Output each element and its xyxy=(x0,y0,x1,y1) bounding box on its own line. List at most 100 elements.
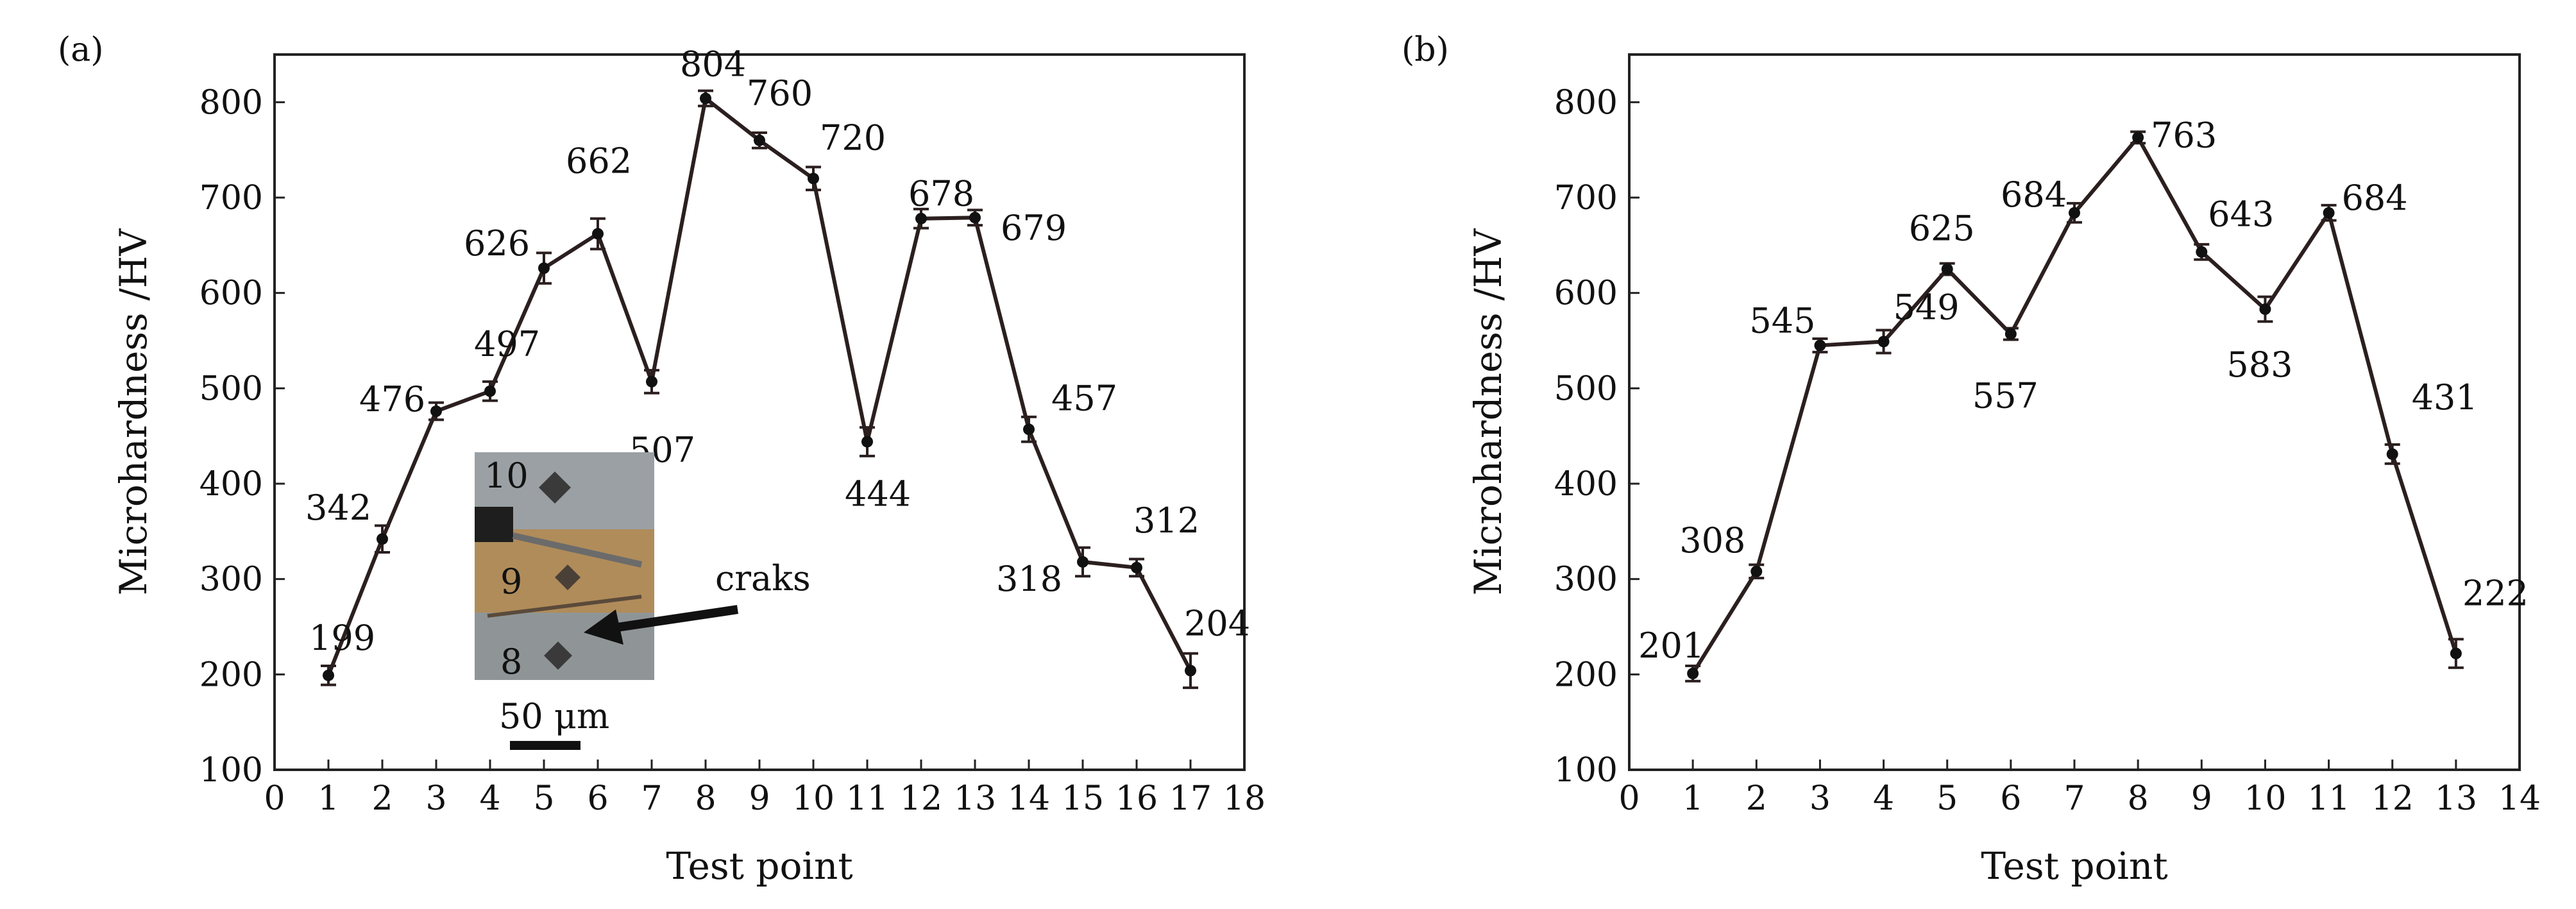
data-label: 583 xyxy=(2226,344,2292,385)
x-tick-label: 2 xyxy=(371,779,393,818)
indent-mark-10 xyxy=(539,471,571,504)
x-tick-label: 11 xyxy=(846,779,888,818)
data-label: 199 xyxy=(309,618,375,658)
y-axis-title: Microhardness /HV xyxy=(112,228,155,596)
data-point xyxy=(700,92,711,105)
x-tick-label: 5 xyxy=(533,779,554,818)
data-label: 222 xyxy=(2462,573,2529,614)
y-tick-label: 200 xyxy=(199,656,263,694)
data-label: 678 xyxy=(908,174,974,214)
data-point xyxy=(646,375,657,387)
data-label: 804 xyxy=(680,44,746,84)
inset-crack-line xyxy=(487,595,642,618)
data-point xyxy=(538,262,550,275)
data-label: 545 xyxy=(1749,300,1815,341)
x-tick-label: 15 xyxy=(1062,779,1104,818)
data-label: 431 xyxy=(2412,377,2478,418)
scale-bar xyxy=(510,741,580,750)
data-point xyxy=(754,134,765,146)
data-point xyxy=(377,533,388,545)
chart-b: 0 1 2 3 4 5 6 7 8 9 10 11 12 13 1410020030040050060070… xyxy=(1466,53,2541,888)
data-point xyxy=(1750,565,1763,577)
indent-mark-8 xyxy=(544,641,572,670)
y-tick-label: 300 xyxy=(1554,561,1618,599)
y-axis-title: Microhardness /HV xyxy=(1466,228,1510,596)
x-axis-title: Test point xyxy=(666,844,852,888)
data-label: 662 xyxy=(566,140,632,181)
data-point xyxy=(2386,448,2398,460)
x-tick-label: 2 xyxy=(1746,779,1767,818)
data-label: 626 xyxy=(464,223,530,264)
data-point xyxy=(1023,423,1035,436)
data-label: 679 xyxy=(1001,208,1067,248)
data-label: 201 xyxy=(1638,625,1704,666)
x-tick-label: 0 xyxy=(264,779,285,818)
x-tick-label: 4 xyxy=(1873,779,1894,818)
data-point xyxy=(1814,339,1826,352)
indent-mark-9 xyxy=(555,565,580,590)
chart-a: 0 1 2 3 4 5 6 7 8 9 10 11 12 13 14 15 16 17 18100200300400… xyxy=(112,44,1266,888)
x-tick-label: 7 xyxy=(641,779,662,818)
y-tick-label: 700 xyxy=(1554,179,1618,217)
x-tick-label: 5 xyxy=(1936,779,1958,818)
data-label: 557 xyxy=(1972,376,2038,416)
data-point xyxy=(1131,561,1142,573)
crack-arrow-head xyxy=(584,609,623,645)
inset-label-9: 9 xyxy=(500,561,522,602)
data-label: 204 xyxy=(1184,603,1250,643)
x-tick-label: 6 xyxy=(2000,779,2021,818)
data-point xyxy=(2069,207,2080,219)
y-tick-label: 200 xyxy=(1554,656,1618,694)
data-label: 625 xyxy=(1909,208,1975,249)
data-point xyxy=(969,212,981,224)
x-tick-label: 1 xyxy=(318,779,339,818)
data-label: 720 xyxy=(820,117,886,158)
inset-dark-block xyxy=(475,507,513,542)
data-point xyxy=(1077,556,1089,568)
y-tick-label: 600 xyxy=(199,275,263,313)
data-point xyxy=(2132,132,2144,144)
y-tick-label: 700 xyxy=(199,179,263,217)
x-tick-label: 14 xyxy=(1008,779,1050,818)
data-label: 684 xyxy=(2001,174,2067,215)
inset-boundary-line xyxy=(512,532,643,568)
data-point xyxy=(1185,665,1196,677)
data-label: 476 xyxy=(359,379,425,420)
y-tick-label: 100 xyxy=(199,751,263,790)
y-tick-label: 300 xyxy=(199,561,263,599)
inset-micrograph: 10 9 8 craks 50 μm xyxy=(475,452,811,750)
scale-bar-label: 50 μm xyxy=(499,696,609,736)
x-tick-label: 17 xyxy=(1169,779,1212,818)
data-label: 308 xyxy=(1679,520,1745,561)
x-tick-label: 13 xyxy=(954,779,996,818)
x-tick-label: 9 xyxy=(2191,779,2212,818)
data-point xyxy=(2004,328,2017,340)
data-point xyxy=(2323,207,2335,219)
data-label: 549 xyxy=(1894,287,1960,327)
x-tick-label: 9 xyxy=(749,779,770,818)
data-label: 312 xyxy=(1133,500,1199,541)
data-label: 763 xyxy=(2151,115,2217,155)
panel-a-label: (a) xyxy=(58,31,104,69)
x-tick-label: 6 xyxy=(587,779,608,818)
data-label: 318 xyxy=(996,559,1062,599)
y-tick-label: 800 xyxy=(199,83,263,122)
y-tick-label: 500 xyxy=(199,370,263,408)
x-axis-title: Test point xyxy=(1981,844,2167,888)
data-label: 643 xyxy=(2208,194,2274,235)
x-tick-label: 12 xyxy=(900,779,942,818)
x-tick-label: 11 xyxy=(2307,779,2350,818)
data-point xyxy=(323,669,334,681)
x-tick-label: 3 xyxy=(1809,779,1831,818)
x-tick-label: 1 xyxy=(1682,779,1704,818)
x-tick-label: 10 xyxy=(2244,779,2286,818)
x-tick-label: 16 xyxy=(1115,779,1158,818)
y-tick-label: 500 xyxy=(1554,370,1618,408)
data-label: 497 xyxy=(474,324,540,364)
x-tick-label: 3 xyxy=(425,779,446,818)
data-point xyxy=(915,212,927,225)
data-point xyxy=(1877,336,1890,348)
data-label: 342 xyxy=(305,488,371,528)
data-point xyxy=(861,436,873,448)
